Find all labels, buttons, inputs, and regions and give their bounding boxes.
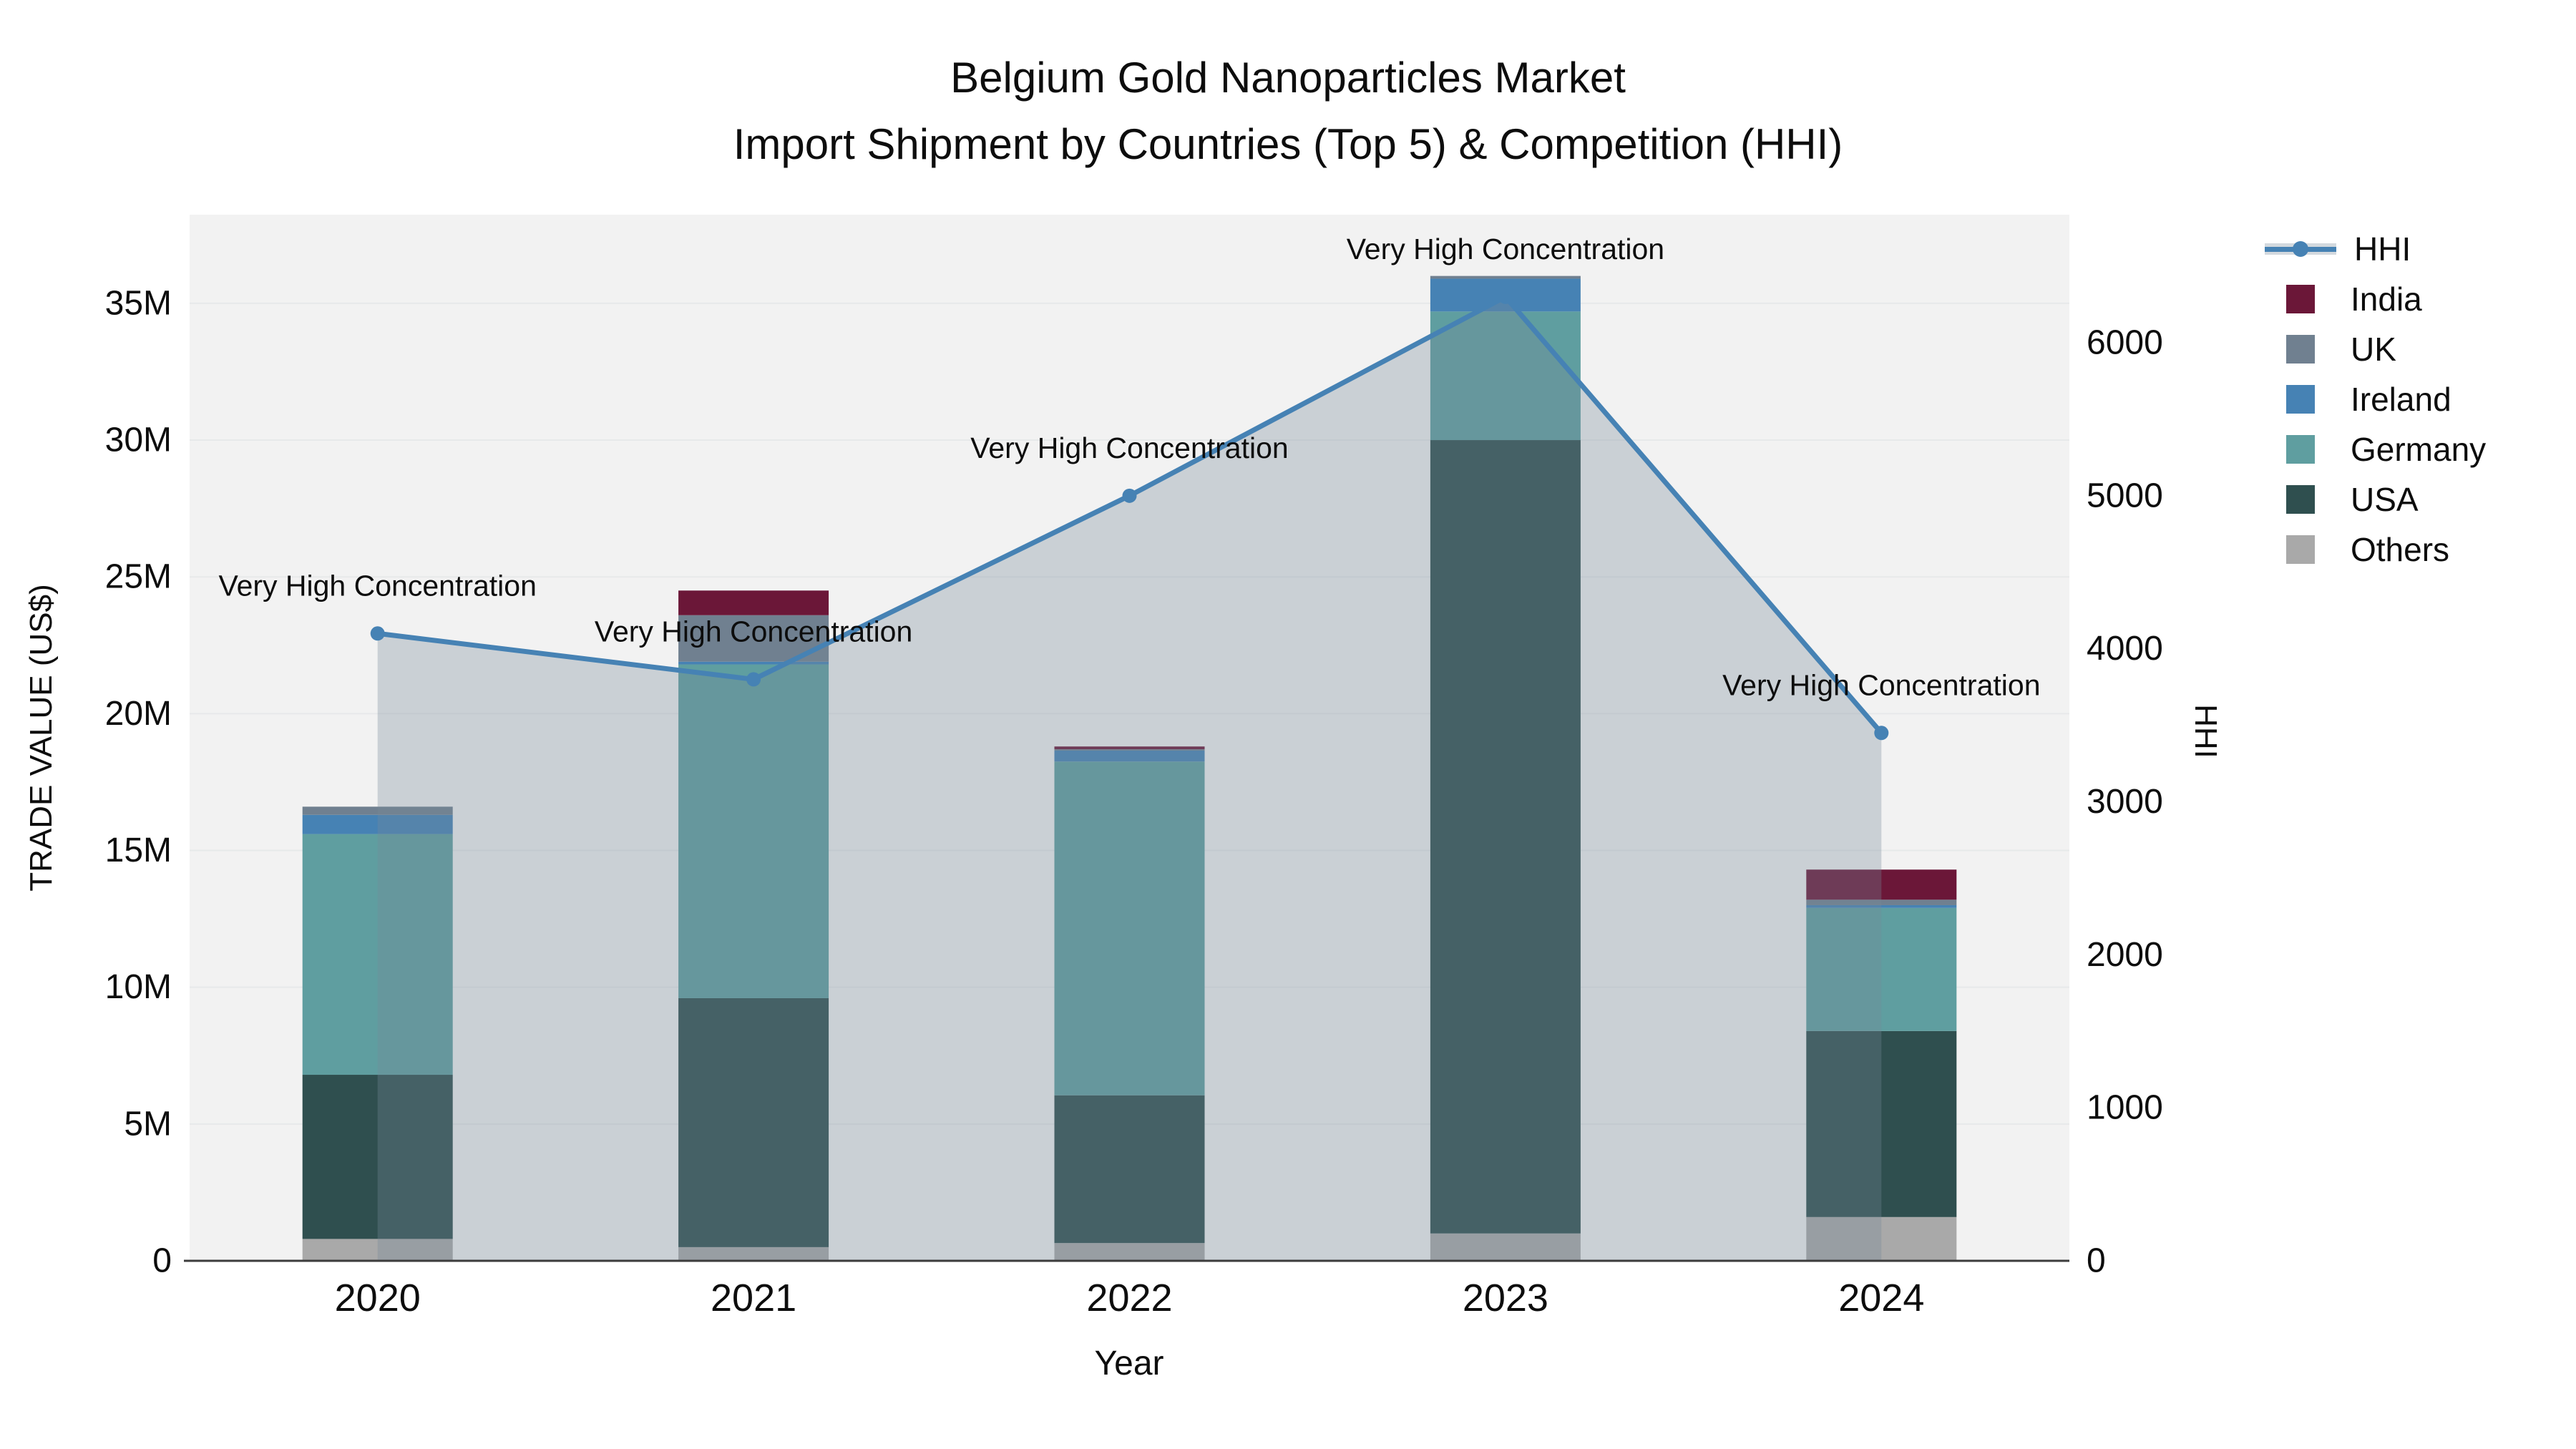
legend-item-india[interactable]: India: [2265, 274, 2486, 324]
bar-segment-india-2022[interactable]: [1054, 746, 1205, 750]
legend-swatch-usa: [2286, 485, 2315, 514]
annotation-2024: Very High Concentration: [1722, 668, 2040, 701]
bar-segment-ireland-2022[interactable]: [1054, 750, 1205, 762]
legend-label-others: Others: [2351, 531, 2450, 568]
legend-label-usa: USA: [2351, 481, 2419, 518]
bar-segment-uk-2023[interactable]: [1430, 275, 1581, 279]
x-axis-title: Year: [1094, 1345, 1164, 1382]
left-tick-5M: 5M: [124, 1105, 172, 1143]
bar-segment-uk-2020[interactable]: [302, 806, 453, 815]
bar-segment-india-2021[interactable]: [678, 590, 829, 615]
x-tick-2023: 2023: [1463, 1277, 1548, 1319]
hhi-point-2024[interactable]: [1874, 726, 1889, 741]
hhi-point-2020[interactable]: [370, 626, 385, 641]
chart-title-line1: Belgium Gold Nanoparticles Market: [950, 54, 1626, 102]
x-tick-2024: 2024: [1838, 1277, 1924, 1319]
bar-segment-usa-2023[interactable]: [1430, 440, 1581, 1234]
bar-segment-uk-2022[interactable]: [1054, 749, 1205, 751]
legend-label-ireland: Ireland: [2351, 381, 2451, 418]
bar-segment-india-2024[interactable]: [1806, 869, 1957, 900]
hhi-area-fill: [377, 296, 1882, 1261]
legend-item-uk[interactable]: UK: [2265, 324, 2486, 374]
bar-segment-others-2021[interactable]: [678, 1246, 829, 1261]
legend-item-usa[interactable]: USA: [2265, 474, 2486, 525]
bar-segment-ireland-2020[interactable]: [302, 814, 453, 834]
chart-title-line2: Import Shipment by Countries (Top 5) & C…: [733, 120, 1843, 168]
bar-segment-others-2023[interactable]: [1430, 1233, 1581, 1261]
bar-segment-uk-2024[interactable]: [1806, 899, 1957, 905]
x-tick-2021: 2021: [711, 1277, 796, 1319]
bar-segment-germany-2022[interactable]: [1054, 761, 1205, 1096]
bar-segment-others-2020[interactable]: [302, 1239, 453, 1261]
chart-title: Belgium Gold Nanoparticles Market Import…: [0, 44, 2576, 177]
right-tick-0: 0: [2087, 1242, 2106, 1280]
left-tick-20M: 20M: [105, 695, 172, 733]
legend-swatch-india: [2286, 285, 2315, 313]
hhi-point-2022[interactable]: [1122, 488, 1137, 503]
right-tick-5000: 5000: [2087, 477, 2163, 514]
bar-segment-others-2022[interactable]: [1054, 1243, 1205, 1261]
right-tick-3000: 3000: [2087, 783, 2163, 821]
right-tick-4000: 4000: [2087, 630, 2163, 668]
annotation-2022: Very High Concentration: [970, 431, 1288, 464]
bar-segment-usa-2020[interactable]: [302, 1075, 453, 1239]
bar-segment-ireland-2024[interactable]: [1806, 904, 1957, 908]
bar-segment-usa-2024[interactable]: [1806, 1030, 1957, 1217]
legend-label-india: India: [2351, 280, 2422, 318]
left-tick-10M: 10M: [105, 968, 172, 1006]
left-tick-25M: 25M: [105, 558, 172, 596]
bar-segment-germany-2021[interactable]: [678, 664, 829, 998]
hhi-point-2021[interactable]: [746, 672, 761, 687]
left-axis-title: TRADE VALUE (US$): [24, 584, 59, 892]
annotation-2023: Very High Concentration: [1347, 233, 1664, 265]
legend: HHI India UK Ireland Germany USA Others: [2265, 224, 2486, 575]
bar-segment-usa-2021[interactable]: [678, 997, 829, 1247]
legend-label-germany: Germany: [2351, 431, 2487, 468]
legend-swatch-ireland: [2286, 385, 2315, 414]
legend-item-hhi[interactable]: HHI: [2265, 224, 2486, 274]
annotation-2021: Very High Concentration: [595, 615, 912, 648]
legend-item-germany[interactable]: Germany: [2265, 424, 2486, 474]
left-tick-15M: 15M: [105, 831, 172, 869]
bar-segment-germany-2024[interactable]: [1806, 907, 1957, 1031]
legend-label-uk: UK: [2351, 331, 2396, 368]
bar-segment-ireland-2021[interactable]: [678, 661, 829, 665]
legend-swatch-germany: [2286, 435, 2315, 464]
bar-segment-germany-2020[interactable]: [302, 834, 453, 1075]
bar-segment-others-2024[interactable]: [1806, 1216, 1957, 1261]
right-axis-title: HHI: [2188, 704, 2223, 758]
annotation-2020: Very High Concentration: [218, 569, 536, 602]
legend-hhi-marker-icon: [2293, 241, 2308, 257]
left-tick-35M: 35M: [105, 284, 172, 322]
legend-item-ireland[interactable]: Ireland: [2265, 374, 2486, 424]
x-tick-2022: 2022: [1086, 1277, 1172, 1319]
x-tick-2020: 2020: [335, 1277, 421, 1319]
legend-swatch-uk: [2286, 335, 2315, 364]
right-tick-2000: 2000: [2087, 936, 2163, 974]
bar-segment-usa-2022[interactable]: [1054, 1095, 1205, 1244]
left-tick-30M: 30M: [105, 421, 172, 459]
right-tick-6000: 6000: [2087, 323, 2163, 361]
legend-swatch-others: [2286, 535, 2315, 564]
legend-hhi-line-sample-icon: [2265, 241, 2336, 257]
legend-item-others[interactable]: Others: [2265, 525, 2486, 575]
hhi-point-2023[interactable]: [1498, 289, 1513, 304]
right-tick-1000: 1000: [2087, 1089, 2163, 1127]
left-tick-0: 0: [152, 1242, 172, 1280]
legend-label-hhi: HHI: [2354, 230, 2411, 268]
bar-segment-germany-2023[interactable]: [1430, 311, 1581, 441]
